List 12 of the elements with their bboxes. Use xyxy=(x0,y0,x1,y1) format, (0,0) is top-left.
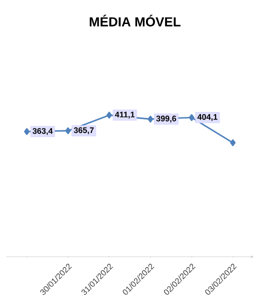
point xyxy=(106,112,112,119)
data-label: 411,1 xyxy=(115,112,135,119)
data-label: 399,6 xyxy=(156,116,176,123)
data-label: 404,1 xyxy=(198,114,218,122)
point xyxy=(189,114,195,121)
point xyxy=(65,127,71,134)
data-label: 363,4 xyxy=(32,128,53,136)
point xyxy=(230,139,236,146)
chart-title: MÉDIA MÓVEL xyxy=(90,14,181,26)
point xyxy=(148,116,154,123)
point xyxy=(24,128,30,136)
data-label: 365,7 xyxy=(74,127,94,134)
